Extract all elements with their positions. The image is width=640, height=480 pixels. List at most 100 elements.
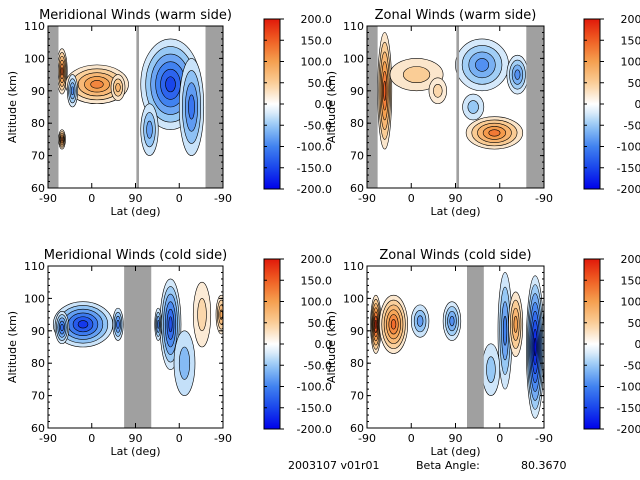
colorbar-tick-label: -200.0 xyxy=(297,183,332,196)
x-tick-label: 0 xyxy=(176,432,183,445)
colorbar-tick-label: -200.0 xyxy=(297,423,332,436)
y-tick-label: 80 xyxy=(31,357,45,370)
contour-level xyxy=(146,120,153,139)
wind-cell-8 xyxy=(140,103,159,156)
wind-cell-2 xyxy=(389,58,444,92)
contour-level xyxy=(60,67,64,76)
y-tick-label: 110 xyxy=(24,20,45,33)
contour-level xyxy=(467,100,479,114)
colorbar-tick-label: 0.0 xyxy=(635,338,640,351)
wind-cell-4 xyxy=(455,38,509,92)
contour-level xyxy=(178,346,191,380)
wind-cell-8 xyxy=(215,294,223,335)
contour-level xyxy=(449,315,455,327)
colorbar: 200.0 150.0 100.0 50.0 0.0 -50.0 -100.0 -150.0 -… xyxy=(583,13,640,196)
colorbar-tick-label: 200.0 xyxy=(301,13,333,26)
data-gap-1 xyxy=(124,266,152,428)
contour-level xyxy=(197,298,207,332)
y-axis-label: Altitude (km) xyxy=(325,71,338,143)
colorbar-tick-label: -200.0 xyxy=(617,183,640,196)
y-tick-label: 70 xyxy=(31,390,45,403)
wind-cell-2 xyxy=(379,294,409,354)
wind-field xyxy=(370,272,544,419)
contour-level xyxy=(433,84,443,98)
colorbar-tick-label: -100.0 xyxy=(617,381,640,394)
colorbar-tick-label: -150.0 xyxy=(617,402,640,415)
x-tick-label: -90 xyxy=(39,432,57,445)
x-tick-label: 0 xyxy=(176,192,183,205)
colorbar-tick-label: 200.0 xyxy=(621,253,640,266)
x-axis-label: Lat (deg) xyxy=(111,205,161,218)
y-axis-label: Altitude (km) xyxy=(6,311,19,383)
colorbar-tick-label: -150.0 xyxy=(617,162,640,175)
x-tick-label: 0 xyxy=(88,432,95,445)
data-gap-3 xyxy=(526,26,544,188)
x-tick-label: -90 xyxy=(535,432,553,445)
x-tick-label: 0 xyxy=(496,432,503,445)
colorbar-tick-label: 150.0 xyxy=(301,274,333,287)
wind-cell-7 xyxy=(526,275,544,419)
contour-level xyxy=(77,320,89,329)
date-version-label: 2003107 v01r01 xyxy=(288,459,380,472)
wind-cell-7 xyxy=(462,93,485,121)
x-tick-label: 0 xyxy=(496,192,503,205)
y-tick-label: 90 xyxy=(350,325,364,338)
wind-cell-5 xyxy=(110,74,126,101)
contour-level xyxy=(188,94,195,120)
wind-cell-2 xyxy=(54,311,70,345)
wind-cell-1 xyxy=(56,48,68,95)
wind-cell-7 xyxy=(192,281,212,348)
y-tick-label: 80 xyxy=(350,117,364,130)
contour-level xyxy=(115,82,121,93)
x-tick-label: 0 xyxy=(88,192,95,205)
x-tick-label: -90 xyxy=(39,192,57,205)
colorbar-tick-label: -50.0 xyxy=(624,359,640,372)
x-tick-label: -90 xyxy=(214,192,232,205)
contour-level xyxy=(60,137,63,142)
wind-cell-3 xyxy=(410,304,430,338)
x-axis-label: Lat (deg) xyxy=(431,205,481,218)
contour-level xyxy=(390,319,397,330)
colorbar-tick-label: 50.0 xyxy=(628,317,640,330)
chart-title: Meridional Winds (warm side) xyxy=(39,8,232,23)
contour-level xyxy=(475,58,489,72)
x-tick-label: 90 xyxy=(129,432,143,445)
wind-cell-4 xyxy=(159,278,182,370)
contour-level xyxy=(374,319,377,329)
contour-level xyxy=(533,337,537,357)
y-tick-label: 70 xyxy=(350,150,364,163)
contour-level xyxy=(165,76,176,93)
colorbar-tick-label: 100.0 xyxy=(621,296,640,309)
wind-cell-8 xyxy=(481,343,501,396)
colorbar-tick-label: 150.0 xyxy=(621,274,640,287)
x-axis-label: Lat (deg) xyxy=(111,445,161,458)
x-tick-label: 0 xyxy=(408,432,415,445)
x-tick-label: -90 xyxy=(358,432,376,445)
wind-cell-6 xyxy=(140,38,201,130)
y-tick-label: 60 xyxy=(350,422,364,435)
colorbar-tick-label: 0.0 xyxy=(635,98,640,111)
data-gap-2 xyxy=(136,26,139,188)
colorbar-tick-label: 0.0 xyxy=(315,98,333,111)
contour-level xyxy=(383,80,387,101)
colorbar-tick-label: 150.0 xyxy=(621,34,640,47)
x-tick-label: 90 xyxy=(129,192,143,205)
contour-level xyxy=(416,315,424,327)
wind-cell-6 xyxy=(173,330,196,396)
data-gap-3 xyxy=(205,26,223,188)
colorbar-tick-label: -100.0 xyxy=(297,141,332,154)
beta-angle-label: Beta Angle: xyxy=(416,459,480,472)
wind-cell-4 xyxy=(66,74,79,108)
beta-angle-value: 80.3670 xyxy=(521,459,567,472)
y-tick-label: 70 xyxy=(350,390,364,403)
x-tick-label: 90 xyxy=(449,192,463,205)
chart-title: Zonal Winds (cold side) xyxy=(379,248,531,263)
y-tick-label: 80 xyxy=(31,117,45,130)
colorbar-tick-label: -150.0 xyxy=(297,402,332,415)
chart-panel-4: Zonal Winds (cold side)11010090807060-90… xyxy=(325,248,640,458)
chart-panel-2: Zonal Winds (warm side)11010090807060-90… xyxy=(325,8,640,218)
wind-cell-5 xyxy=(154,307,163,341)
chart-title: Meridional Winds (cold side) xyxy=(44,248,227,263)
x-tick-label: -90 xyxy=(535,192,553,205)
y-axis-label: Altitude (km) xyxy=(6,71,19,143)
